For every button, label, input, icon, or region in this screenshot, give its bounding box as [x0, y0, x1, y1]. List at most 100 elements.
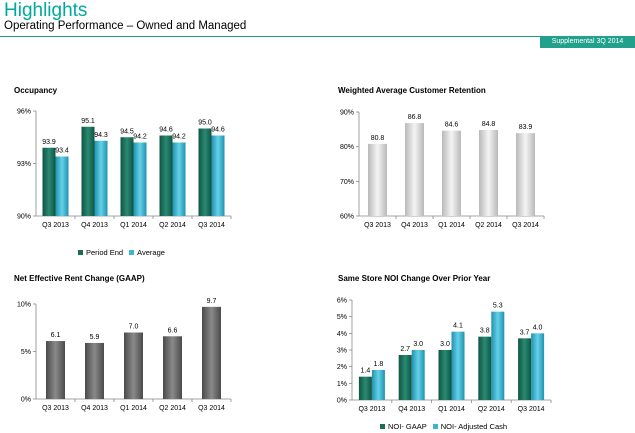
occupancy-y-tick-label: 93%: [17, 161, 31, 168]
occupancy-data-label: 95.1: [81, 118, 95, 125]
rent-y-tick-label: 0%: [21, 397, 31, 404]
rent-data-label: 7.0: [129, 324, 139, 331]
rent-y-tick-label: 5%: [21, 349, 31, 356]
noi-data-label: 1.4: [361, 368, 371, 375]
occupancy-bar: [172, 142, 186, 216]
noi-bar: [398, 355, 412, 400]
occupancy-x-tick-label: Q3 2013: [42, 222, 69, 229]
occupancy-data-label: 94.6: [159, 127, 173, 134]
retention-bar: [516, 133, 535, 216]
noi-x-tick-label: Q3 2014: [518, 406, 545, 413]
noi-x-tick-label: Q2 2014: [478, 406, 505, 413]
noi-bar: [478, 336, 492, 400]
retention-x-tick-label: Q2 2014: [475, 222, 502, 229]
rent-data-label: 6.6: [168, 327, 178, 334]
noi-bar: [451, 331, 465, 400]
noi-x-tick-label: Q3 2013: [358, 406, 385, 413]
noi-bar: [531, 333, 545, 400]
noi-data-label: 3.7: [520, 329, 530, 336]
noi-y-tick-label: 4%: [337, 331, 347, 338]
noi-bar: [438, 350, 452, 400]
occupancy-data-label: 94.2: [133, 134, 147, 141]
rent-y-tick-label: 10%: [17, 302, 31, 309]
rent-data-label: 6.1: [51, 332, 61, 339]
noi-x-tick-label: Q4 2013: [398, 406, 425, 413]
legend-item-noi-gaap: NOI- GAAP: [380, 422, 427, 431]
occupancy-chart: 90% 93% 96% Q3 2013 93.9 93.4 Q4 2013 95.1 94.3 Q…: [17, 109, 232, 229]
retention-bar: [368, 143, 387, 216]
retention-bar: [479, 130, 498, 216]
page-title: Highlights: [4, 0, 88, 21]
occupancy-bar: [159, 135, 173, 216]
retention-x-tick-label: Q3 2013: [364, 222, 391, 229]
rent-bar: [85, 342, 104, 399]
noi-x-tick-label: Q1 2014: [438, 406, 465, 413]
rent-x-tick-label: Q1 2014: [120, 405, 147, 412]
occupancy-data-label: 95.0: [198, 120, 212, 127]
legend-swatch-noi-gaap: [380, 424, 385, 429]
noi-y-tick-label: 0%: [337, 398, 347, 405]
noi-bar: [491, 311, 505, 400]
occupancy-bar: [94, 140, 108, 216]
page-subtitle: Operating Performance – Owned and Manage…: [4, 20, 247, 32]
noi-data-label: 4.0: [533, 324, 543, 331]
retention-data-label: 84.8: [482, 121, 496, 128]
noi-bar: [371, 370, 385, 400]
retention-chart: 60% 70% 80% 90% Q3 2013 80.8 Q4 2013 86.8 Q1 201…: [340, 110, 545, 229]
retention-x-tick-label: Q3 2014: [512, 222, 539, 229]
noi-data-label: 3.0: [440, 341, 450, 348]
occupancy-bar: [55, 156, 69, 216]
rent-x-tick-label: Q3 2014: [198, 405, 225, 412]
occupancy-bar: [120, 137, 134, 216]
noi-data-label: 3.0: [413, 341, 423, 348]
rent-bar: [124, 332, 143, 399]
rent-data-label: 9.7: [207, 298, 217, 305]
retention-x-tick-label: Q4 2013: [401, 222, 428, 229]
noi-data-label: 5.3: [493, 303, 503, 310]
occupancy-x-tick-label: Q2 2014: [159, 222, 186, 229]
occupancy-data-label: 93.4: [55, 148, 69, 155]
rent-x-tick-label: Q2 2014: [159, 405, 186, 412]
retention-chart-title: Weighted Average Customer Retention: [338, 86, 486, 95]
rent-x-tick-label: Q3 2013: [42, 405, 69, 412]
legend-label-noi-cash: NOI- Adjusted Cash: [440, 422, 508, 431]
noi-bar: [358, 376, 372, 400]
retention-x-tick-label: Q1 2014: [438, 222, 465, 229]
legend-item-average: Average: [129, 248, 165, 257]
legend-swatch-average: [129, 250, 135, 255]
noi-chart-title: Same Store NOI Change Over Prior Year: [338, 274, 491, 283]
occupancy-data-label: 93.9: [42, 139, 56, 146]
retention-data-label: 84.6: [445, 122, 459, 129]
occupancy-y-tick-label: 96%: [17, 109, 31, 116]
occupancy-data-label: 94.3: [94, 132, 108, 139]
noi-y-tick-label: 3%: [337, 348, 347, 355]
retention-y-tick-label: 60%: [340, 214, 354, 221]
occupancy-x-tick-label: Q1 2014: [120, 222, 147, 229]
rent-chart: 0% 5% 10% Q3 2013 6.1 Q4 2013 5.9 Q1 2014 7.0 Q2 …: [17, 298, 232, 412]
legend-swatch-noi-cash: [432, 424, 438, 429]
legend-item-noi-cash: NOI- Adjusted Cash: [432, 422, 508, 431]
retention-bar: [442, 130, 461, 216]
occupancy-data-label: 94.6: [211, 127, 225, 134]
occupancy-data-label: 94.2: [172, 134, 186, 141]
header-divider: [0, 36, 635, 37]
occupancy-y-tick-label: 90%: [17, 214, 31, 221]
rent-bar: [46, 341, 65, 399]
noi-y-tick-label: 5%: [337, 314, 347, 321]
occupancy-x-tick-label: Q4 2013: [81, 222, 108, 229]
legend-label-average: Average: [137, 248, 165, 257]
occupancy-bar: [198, 128, 212, 216]
retention-y-tick-label: 80%: [340, 144, 354, 151]
supplemental-badge: Supplemental 3Q 2014: [540, 36, 635, 48]
rent-data-label: 5.9: [90, 334, 100, 341]
occupancy-chart-title: Occupancy: [14, 86, 58, 95]
noi-y-tick-label: 2%: [337, 364, 347, 371]
retention-data-label: 83.9: [519, 124, 533, 131]
occupancy-bar: [133, 142, 147, 216]
retention-bar: [405, 123, 424, 216]
noi-legend: NOI- GAAP NOI- Adjusted Cash: [380, 422, 513, 431]
noi-y-tick-label: 1%: [337, 381, 347, 388]
occupancy-legend: Period End Average: [78, 248, 171, 257]
